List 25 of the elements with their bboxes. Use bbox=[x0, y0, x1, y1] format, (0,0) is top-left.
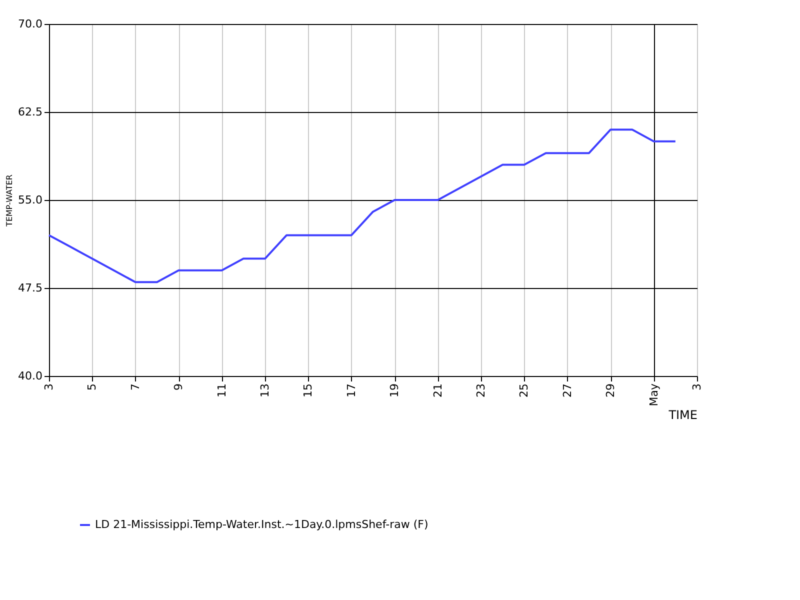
x-tick-label: 29 bbox=[604, 384, 618, 398]
legend-label: LD 21-Mississippi.Temp-Water.Inst.~1Day.0.lpmsShef-raw (F) bbox=[95, 518, 428, 531]
y-tick-label: 55.0 bbox=[18, 194, 42, 206]
y-tick-label: 40.0 bbox=[18, 370, 42, 382]
x-tick-label: 5 bbox=[86, 384, 99, 390]
y-tick-label: 47.5 bbox=[18, 282, 42, 294]
y-axis-title: TEMP-WATER bbox=[5, 174, 14, 228]
y-tick-label: 62.5 bbox=[18, 106, 42, 118]
x-tick-label: 27 bbox=[560, 384, 574, 398]
x-tick-label: 7 bbox=[128, 384, 142, 390]
x-tick-label: 11 bbox=[215, 384, 228, 398]
x-tick-label: 23 bbox=[474, 384, 488, 398]
line-series bbox=[48, 128, 676, 284]
x-tick-label: 21 bbox=[431, 384, 444, 398]
x-tick-label: 17 bbox=[344, 384, 358, 398]
x-tick-label: 19 bbox=[388, 384, 402, 398]
x-tick-label: 15 bbox=[302, 384, 315, 398]
x-axis-title: TIME bbox=[668, 408, 698, 422]
x-tick-label: 9 bbox=[172, 384, 186, 390]
x-tick-label: 3 bbox=[690, 384, 704, 390]
x-tick-label: 25 bbox=[518, 384, 531, 398]
y-tick-label: 70.0 bbox=[18, 18, 42, 30]
x-tick-label: 13 bbox=[258, 384, 272, 398]
x-tick-label: May bbox=[647, 383, 660, 406]
x-tick-label: 3 bbox=[42, 384, 56, 390]
